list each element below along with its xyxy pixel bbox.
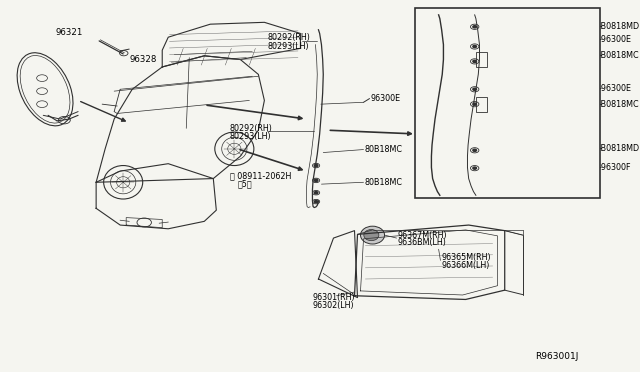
- Text: -B0818MC: -B0818MC: [598, 100, 639, 109]
- Circle shape: [473, 60, 477, 62]
- Circle shape: [473, 149, 477, 151]
- Circle shape: [314, 164, 318, 167]
- Text: 96366M(LH): 96366M(LH): [442, 261, 490, 270]
- Text: (BACKSIDE): (BACKSIDE): [427, 12, 479, 21]
- Circle shape: [314, 179, 318, 182]
- Text: B0818MC—: B0818MC—: [416, 180, 462, 189]
- Text: 〈5〉: 〈5〉: [237, 179, 252, 188]
- Circle shape: [473, 167, 477, 169]
- Circle shape: [473, 26, 477, 28]
- Text: -96300E: -96300E: [598, 84, 632, 93]
- Bar: [476, 97, 486, 112]
- Text: -B0818MC: -B0818MC: [598, 51, 639, 60]
- Text: -B0818MD: -B0818MD: [598, 144, 639, 153]
- Circle shape: [314, 201, 318, 203]
- Bar: [476, 52, 486, 67]
- Ellipse shape: [364, 230, 379, 241]
- Text: 80292(RH): 80292(RH): [268, 33, 310, 42]
- Circle shape: [314, 192, 318, 194]
- Text: 96301(RH): 96301(RH): [312, 293, 355, 302]
- Text: 96321: 96321: [56, 28, 83, 37]
- Text: R963001J: R963001J: [535, 352, 578, 361]
- Text: -96300F: -96300F: [598, 163, 631, 172]
- Text: 96302(LH): 96302(LH): [312, 301, 354, 310]
- Circle shape: [473, 45, 477, 48]
- Text: B0818MC—: B0818MC—: [416, 146, 462, 155]
- Text: 96300E: 96300E: [371, 94, 401, 103]
- Circle shape: [473, 103, 477, 105]
- Text: 96367M(RH): 96367M(RH): [398, 231, 447, 240]
- Text: 80293(LH): 80293(LH): [230, 132, 271, 141]
- Text: 9636BM(LH): 9636BM(LH): [398, 238, 447, 247]
- Text: Ⓝ 08911-2062H: Ⓝ 08911-2062H: [230, 171, 291, 180]
- Text: 80293(LH): 80293(LH): [268, 42, 309, 51]
- Bar: [415, 8, 600, 198]
- Text: 96328: 96328: [129, 55, 157, 64]
- Ellipse shape: [360, 226, 385, 244]
- Text: -96300E: -96300E: [598, 35, 632, 44]
- Circle shape: [473, 88, 477, 90]
- Text: 96365M(RH): 96365M(RH): [442, 253, 492, 262]
- Text: 80292(RH): 80292(RH): [230, 124, 273, 133]
- Text: -B0818MD: -B0818MD: [598, 22, 639, 31]
- Text: 80B18MC: 80B18MC: [365, 145, 403, 154]
- Text: 96300E—: 96300E—: [416, 92, 454, 101]
- Text: 80B18MC: 80B18MC: [365, 178, 403, 187]
